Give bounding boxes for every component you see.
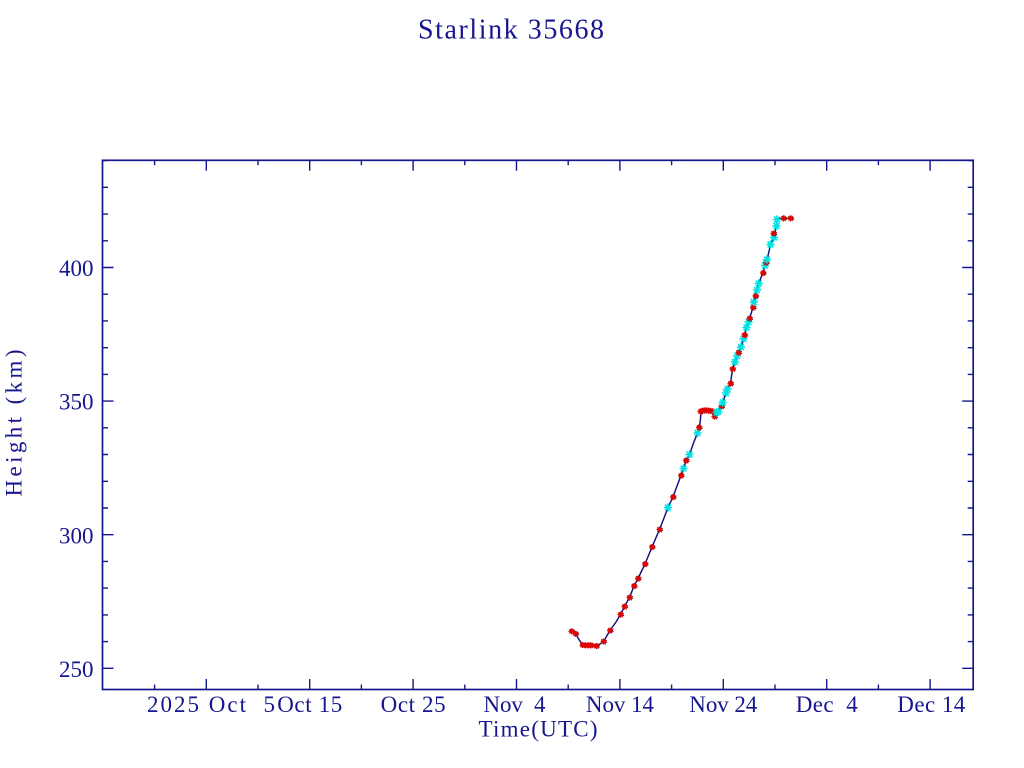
svg-text:Dec 4: Dec 4 (796, 692, 859, 717)
svg-text:Oct 25: Oct 25 (381, 692, 446, 717)
svg-text:250: 250 (59, 657, 94, 682)
svg-text:Nov 4: Nov 4 (484, 692, 547, 717)
svg-text:Height (km): Height (km) (2, 350, 27, 497)
svg-text:Oct 15: Oct 15 (277, 692, 342, 717)
svg-text:Nov 14: Nov 14 (586, 692, 655, 717)
svg-text:Nov 24: Nov 24 (689, 692, 758, 717)
svg-text:2025 Oct 5: 2025 Oct 5 (147, 692, 275, 717)
svg-text:Time(UTC): Time(UTC) (479, 717, 598, 742)
svg-text:300: 300 (59, 523, 94, 548)
svg-text:Starlink 35668: Starlink 35668 (418, 15, 604, 46)
svg-text:Dec 14: Dec 14 (897, 692, 966, 717)
svg-text:350: 350 (59, 390, 94, 415)
svg-text:400: 400 (59, 256, 94, 281)
